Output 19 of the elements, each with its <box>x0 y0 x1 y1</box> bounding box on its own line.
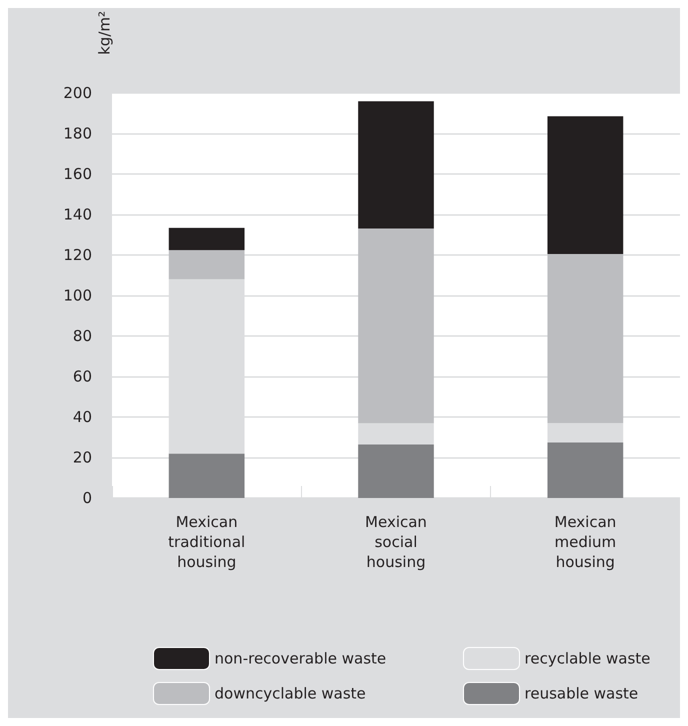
y-tick-label: 80 <box>72 327 92 345</box>
legend-label: recyclable waste <box>524 650 650 668</box>
y-tick-label: 160 <box>63 165 92 183</box>
y-tick-label: 120 <box>63 246 92 264</box>
legend-label: downcyclable waste <box>214 684 366 702</box>
legend-label: reusable waste <box>524 684 638 702</box>
y-tick-label: 60 <box>72 368 92 386</box>
x-tick-label: Mexican medium housing <box>554 513 616 571</box>
legend-label: non-recoverable waste <box>214 650 386 668</box>
y-tick-label: 0 <box>82 489 92 507</box>
y-tick-label: 100 <box>63 286 92 304</box>
y-tick-label: 40 <box>72 408 92 426</box>
y-tick-label: 20 <box>72 448 92 466</box>
y-axis-title: kg/m² <box>96 11 114 55</box>
y-tick-label: 140 <box>63 206 92 224</box>
x-tick-label: Mexican social housing <box>365 513 427 571</box>
y-tick-label: 200 <box>63 84 92 102</box>
y-tick-label: 180 <box>63 124 92 142</box>
x-tick-label: Mexican traditional housing <box>168 513 246 571</box>
